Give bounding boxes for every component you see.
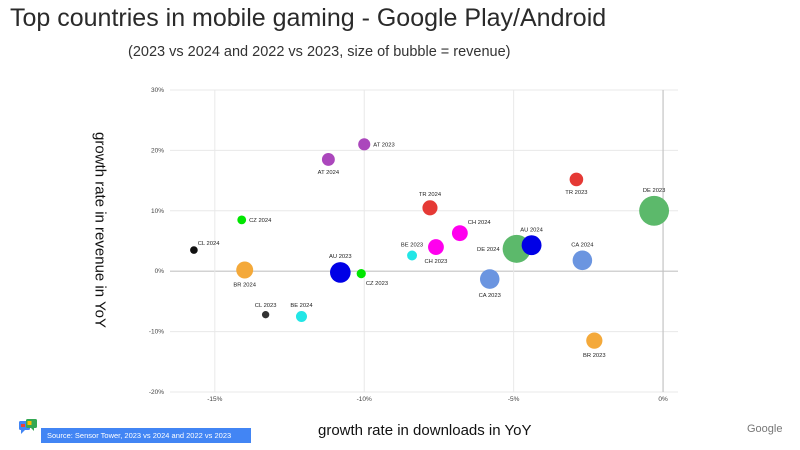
point-label: BE 2024 [290, 303, 313, 309]
point-label: CH 2023 [425, 259, 448, 265]
bubble-at-2023 [358, 138, 371, 151]
point-label: BR 2024 [233, 282, 256, 288]
x-tick-label: -15% [207, 396, 222, 403]
google-chat-icon [19, 419, 37, 434]
point-label: AU 2023 [329, 254, 352, 260]
bubble-ca-2024 [572, 250, 593, 271]
x-tick-label: -5% [508, 396, 520, 403]
bubble-at-2024 [321, 153, 335, 166]
y-tick-label: -20% [149, 389, 164, 396]
point-label: CA 2024 [571, 243, 594, 249]
bubble-de-2023 [639, 195, 670, 226]
point-label: CL 2023 [255, 303, 277, 309]
source-note: Source: Sensor Tower, 2023 vs 2024 and 2… [41, 428, 251, 443]
bubble-tr-2023 [569, 172, 584, 187]
bubble-ch-2024 [451, 225, 468, 242]
bubble-cl-2023 [261, 311, 270, 319]
point-label: BR 2023 [583, 353, 606, 359]
bubble-be-2023 [407, 250, 418, 261]
bubble-br-2024 [236, 261, 254, 279]
point-label: AU 2024 [520, 227, 543, 233]
point-label: DE 2023 [643, 188, 666, 194]
bubble-br-2023 [586, 332, 603, 349]
y-tick-label: 0% [155, 268, 165, 275]
page-subtitle: (2023 vs 2024 and 2022 vs 2023, size of … [128, 44, 511, 60]
y-tick-label: 30% [151, 87, 164, 94]
bubble-tr-2024 [422, 200, 438, 216]
bubble-cz-2024 [237, 215, 247, 225]
point-label: AT 2024 [318, 170, 340, 176]
x-axis-label: growth rate in downloads in YoY [318, 422, 532, 439]
point-label: TR 2024 [419, 192, 442, 198]
point-label: CH 2024 [468, 220, 492, 226]
bubble-au-2024 [521, 235, 542, 256]
bubble-cz-2023 [356, 269, 366, 279]
bubble-au-2023 [330, 262, 351, 283]
x-tick-label: -10% [357, 396, 372, 403]
y-tick-label: 20% [151, 147, 164, 154]
y-tick-label: -10% [149, 329, 164, 336]
y-axis-label: growth rate in revenue in YoY [91, 132, 109, 328]
point-label: AT 2023 [373, 142, 394, 148]
y-tick-label: 10% [151, 208, 164, 215]
point-label: DE 2024 [477, 247, 500, 253]
page-title: Top countries in mobile gaming - Google … [10, 4, 607, 32]
point-label: TR 2023 [565, 190, 587, 196]
point-label: CA 2023 [479, 293, 501, 299]
bubble-cl-2024 [190, 246, 198, 254]
bubble-be-2024 [295, 310, 307, 323]
x-tick-label: 0% [658, 396, 668, 403]
bubble-ch-2023 [428, 239, 444, 255]
point-label: CZ 2024 [249, 218, 272, 224]
bubble-ca-2023 [479, 269, 500, 289]
point-label: BE 2023 [401, 243, 423, 249]
point-label: CL 2024 [198, 241, 220, 247]
google-logo: Google [747, 423, 783, 435]
point-label: CZ 2023 [366, 281, 388, 287]
